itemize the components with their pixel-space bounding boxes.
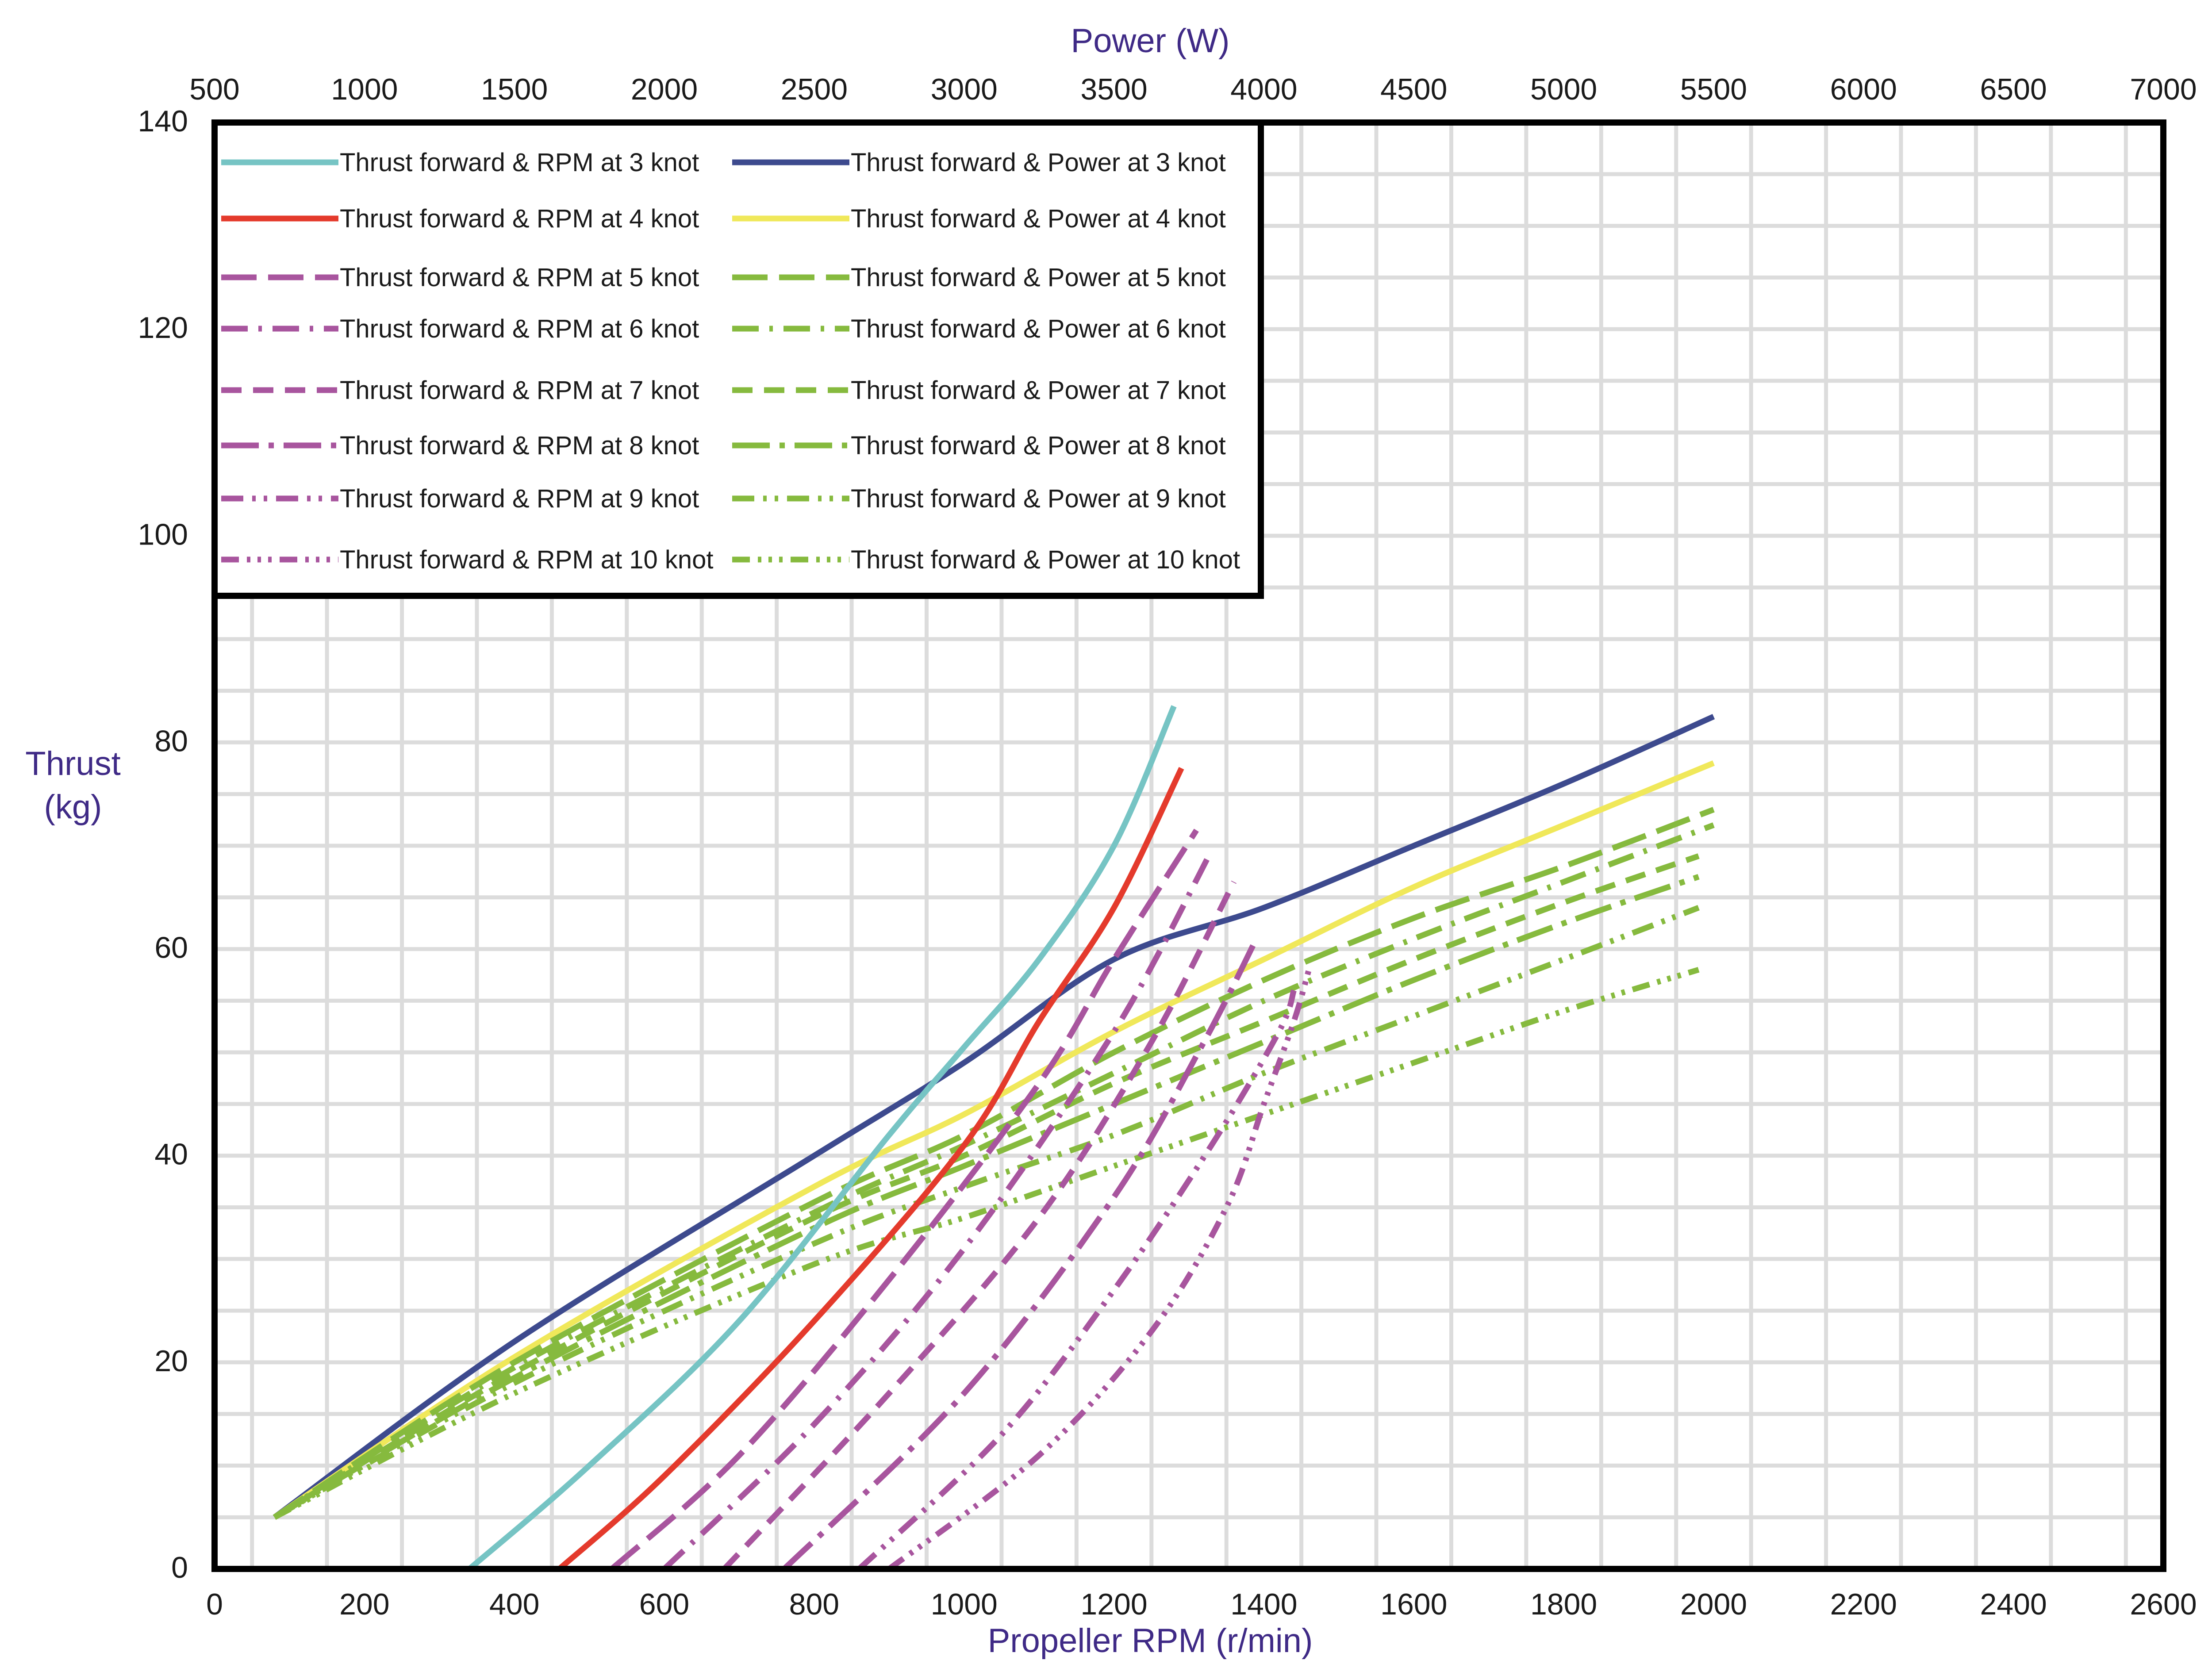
y-tick-label: 100 bbox=[138, 518, 188, 551]
x-tick-label: 1600 bbox=[1380, 1587, 1447, 1621]
x-axis-title: Propeller RPM (r/min) bbox=[988, 1622, 1313, 1660]
top-tick-label: 1500 bbox=[481, 73, 548, 106]
top-tick-label: 3000 bbox=[931, 73, 998, 106]
legend-label: Thrust forward & RPM at 5 knot bbox=[340, 263, 699, 292]
y-tick-label: 0 bbox=[171, 1551, 188, 1584]
x-tick-label: 1800 bbox=[1530, 1587, 1597, 1621]
series-line bbox=[857, 989, 1297, 1571]
y-tick-label: 60 bbox=[154, 931, 188, 965]
series-line bbox=[467, 705, 1177, 1571]
y-tick-label: 40 bbox=[154, 1138, 188, 1171]
legend-label: Thrust forward & Power at 9 knot bbox=[851, 484, 1226, 513]
series-line bbox=[782, 937, 1259, 1571]
top-tick-label: 7000 bbox=[2130, 73, 2197, 106]
top-axis-ticks: 500 1000 1500 2000 2500 3000 3500 4000 4500 5000 5… bbox=[189, 73, 2197, 106]
series-lines bbox=[273, 705, 1715, 1572]
top-tick-label: 4500 bbox=[1380, 73, 1447, 106]
top-axis-title: Power (W) bbox=[1071, 22, 1230, 60]
legend-label: Thrust forward & RPM at 3 knot bbox=[340, 148, 699, 177]
x-tick-label: 800 bbox=[789, 1587, 839, 1621]
x-tick-label: 1200 bbox=[1080, 1587, 1147, 1621]
legend-label: Thrust forward & RPM at 10 knot bbox=[340, 545, 714, 574]
top-tick-label: 4000 bbox=[1230, 73, 1297, 106]
legend-label: Thrust forward & Power at 10 knot bbox=[851, 545, 1240, 574]
x-tick-label: 400 bbox=[489, 1587, 539, 1621]
series-line bbox=[273, 874, 1700, 1520]
x-tick-label: 0 bbox=[206, 1587, 223, 1621]
legend-label: Thrust forward & RPM at 6 knot bbox=[340, 314, 699, 343]
legend-label: Thrust forward & Power at 7 knot bbox=[851, 376, 1226, 405]
series-line bbox=[722, 880, 1237, 1571]
series-line bbox=[557, 767, 1184, 1571]
legend-label: Thrust forward & RPM at 8 knot bbox=[340, 431, 699, 460]
series-line bbox=[273, 822, 1715, 1520]
top-tick-label: 3500 bbox=[1080, 73, 1147, 106]
top-tick-label: 1000 bbox=[331, 73, 398, 106]
top-tick-label: 500 bbox=[189, 73, 239, 106]
series-line bbox=[887, 969, 1312, 1572]
legend-label: Thrust forward & RPM at 4 knot bbox=[340, 204, 699, 233]
legend-label: Thrust forward & Power at 3 knot bbox=[851, 148, 1226, 177]
series-line bbox=[662, 849, 1214, 1571]
x-tick-label: 2000 bbox=[1680, 1587, 1747, 1621]
y-axis-title-line2: (kg) bbox=[44, 788, 102, 826]
y-tick-label: 140 bbox=[138, 104, 188, 138]
y-tick-label: 80 bbox=[154, 724, 188, 758]
series-line bbox=[273, 760, 1715, 1520]
legend-label: Thrust forward & Power at 6 knot bbox=[851, 314, 1226, 343]
top-tick-label: 6500 bbox=[1980, 73, 2047, 106]
y-tick-label: 20 bbox=[154, 1344, 188, 1378]
x-tick-label: 2400 bbox=[1980, 1587, 2047, 1621]
series-line bbox=[610, 828, 1199, 1571]
legend-label: Thrust forward & Power at 4 knot bbox=[851, 204, 1226, 233]
series-line bbox=[273, 714, 1715, 1520]
top-tick-label: 5000 bbox=[1530, 73, 1597, 106]
legend-label: Thrust forward & Power at 5 knot bbox=[851, 263, 1226, 292]
legend-box bbox=[211, 119, 1264, 599]
y-tick-label: 120 bbox=[138, 311, 188, 345]
top-tick-label: 2000 bbox=[631, 73, 698, 106]
series-line bbox=[273, 807, 1715, 1520]
top-tick-label: 6000 bbox=[1830, 73, 1897, 106]
x-tick-label: 2600 bbox=[2130, 1587, 2197, 1621]
x-tick-label: 600 bbox=[639, 1587, 689, 1621]
x-tick-label: 1000 bbox=[931, 1587, 998, 1621]
y-axis-title-line1: Thrust bbox=[25, 745, 120, 782]
left-axis-ticks: 0 20 40 60 80 100 120 140 bbox=[138, 104, 188, 1584]
series-line bbox=[273, 967, 1700, 1520]
top-tick-label: 5500 bbox=[1680, 73, 1747, 106]
x-tick-label: 2200 bbox=[1830, 1587, 1897, 1621]
legend-label: Thrust forward & RPM at 9 knot bbox=[340, 484, 699, 513]
legend: Thrust forward & RPM at 3 knot Thrust for… bbox=[211, 119, 1264, 599]
series-line bbox=[273, 905, 1700, 1520]
legend-label: Thrust forward & RPM at 7 knot bbox=[340, 376, 699, 405]
x-tick-label: 200 bbox=[339, 1587, 389, 1621]
series-line bbox=[273, 853, 1700, 1520]
top-tick-label: 2500 bbox=[781, 73, 848, 106]
legend-label: Thrust forward & Power at 8 knot bbox=[851, 431, 1226, 460]
bottom-axis-ticks: 0 200 400 600 800 1000 1200 1400 1600 1800 2000 220… bbox=[206, 1587, 2197, 1621]
x-tick-label: 1400 bbox=[1230, 1587, 1297, 1621]
